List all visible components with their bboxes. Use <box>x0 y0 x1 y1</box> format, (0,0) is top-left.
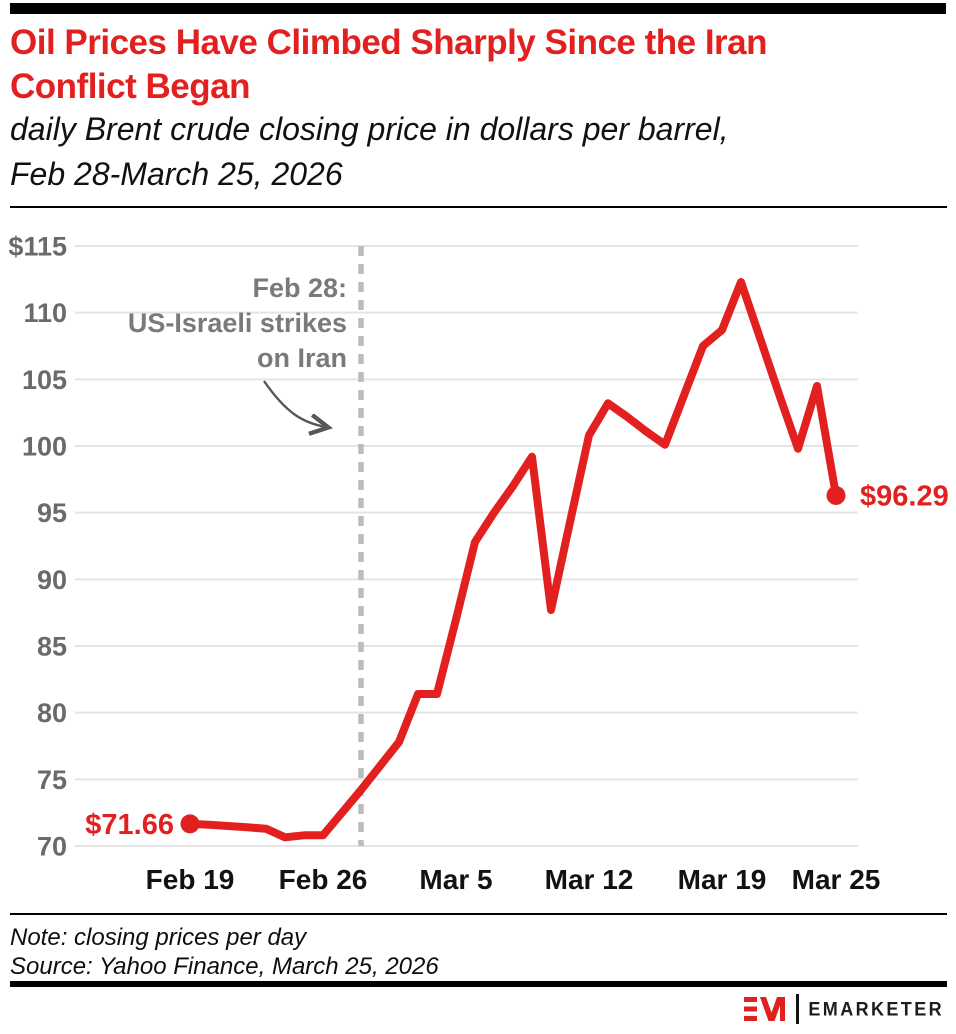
y-axis-tick-label: 110 <box>23 298 67 328</box>
page-title-line-2: Conflict Began <box>10 67 250 106</box>
top-accent-bar <box>10 3 946 14</box>
emarketer-logo: EMARKETER <box>744 993 944 1025</box>
x-axis-tick-label: Mar 19 <box>678 864 767 895</box>
chart-area: $115 110 105 100 95 90 85 80 75 70 Feb 28: US-Israe… <box>0 225 956 915</box>
first-point-marker <box>180 814 200 834</box>
chart-source: Source: Yahoo Finance, March 25, 2026 <box>10 953 439 980</box>
chart-subtitle-line-2: Feb 28-March 25, 2026 <box>10 156 343 192</box>
page-title-line-1: Oil Prices Have Climbed Sharply Since th… <box>10 23 768 62</box>
y-axis-tick-label: 85 <box>37 632 67 662</box>
x-axis-tick-label: Feb 26 <box>279 864 368 895</box>
y-axis-tick-label: 105 <box>22 365 67 395</box>
last-point-marker <box>826 485 846 505</box>
x-axis-tick-label: Mar 25 <box>792 864 881 895</box>
page-title: Oil Prices Have Climbed Sharply Since th… <box>10 21 940 109</box>
x-axis-tick-label: Mar 5 <box>419 864 492 895</box>
y-axis-tick-label: 80 <box>37 698 67 728</box>
y-axis-tick-label: 100 <box>22 432 67 462</box>
x-axis-tick-label: Mar 12 <box>545 864 634 895</box>
emarketer-logo-mark <box>744 997 786 1021</box>
chart-subtitle-line-1: daily Brent crude closing price in dolla… <box>10 111 729 147</box>
y-axis-tick-label: 70 <box>37 832 67 862</box>
footer-bottom-divider <box>10 981 947 987</box>
x-axis-tick-label: Feb 19 <box>146 864 235 895</box>
logo-divider <box>796 994 800 1024</box>
event-annotation-line: US-Israeli strikes <box>128 308 347 338</box>
header-divider <box>10 206 947 208</box>
y-axis-tick-label: 90 <box>37 565 67 595</box>
emarketer-wordmark: EMARKETER <box>808 997 944 1020</box>
footer-top-divider <box>10 913 947 915</box>
y-axis-tick-label: 75 <box>37 765 67 795</box>
chart-subtitle: daily Brent crude closing price in dolla… <box>10 107 950 197</box>
event-annotation-line: on Iran <box>257 343 347 373</box>
y-axis-tick-label: 95 <box>37 498 67 528</box>
chart-note: Note: closing prices per day <box>10 924 307 951</box>
price-chart: $115 110 105 100 95 90 85 80 75 70 Feb 28: US-Israe… <box>8 232 949 896</box>
price-line-series <box>186 278 840 842</box>
first-point-value-label: $71.66 <box>85 809 174 841</box>
y-axis-tick-label: $115 <box>8 232 67 262</box>
annotation-arrow <box>263 380 326 427</box>
event-annotation-line: Feb 28: <box>252 273 347 303</box>
last-point-value-label: $96.29 <box>860 480 949 512</box>
